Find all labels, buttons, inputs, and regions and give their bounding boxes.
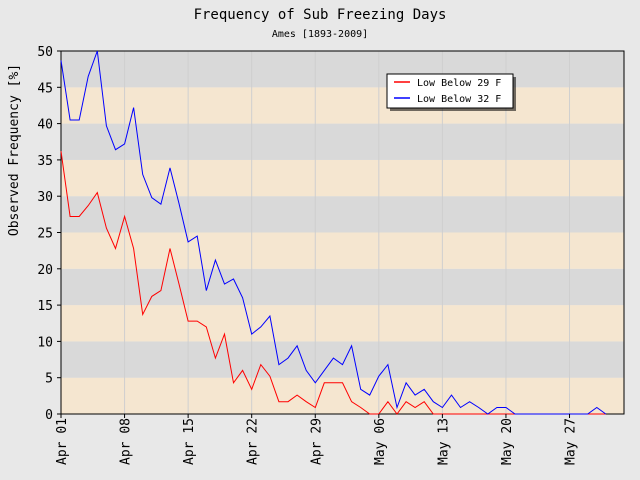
- x-tick-label: May 27: [564, 418, 579, 465]
- x-tick-label: Apr 29: [309, 418, 324, 465]
- plot-background-bands: [61, 51, 624, 414]
- y-tick-label: 20: [37, 263, 53, 278]
- x-tick-label: Apr 15: [182, 418, 197, 465]
- plot-band: [61, 123, 624, 160]
- legend-box: [386, 73, 514, 109]
- x-tick-label: May 20: [500, 418, 515, 465]
- y-tick-label: 25: [37, 227, 53, 242]
- chart-subtitle: Ames [1893-2009]: [272, 29, 368, 40]
- series-lines: [60, 50, 607, 415]
- plot-band: [61, 51, 624, 88]
- y-tick-label: 10: [37, 335, 53, 350]
- y-tick-label: 30: [37, 190, 53, 205]
- series-line-2: [60, 50, 607, 415]
- legend-label-series-2: Low Below 32 F: [417, 94, 501, 105]
- x-tick-label: May 06: [373, 418, 388, 465]
- y-tick-label: 40: [37, 118, 53, 133]
- plot-band: [61, 232, 624, 269]
- plot-band: [61, 305, 624, 342]
- legend: Low Below 29 F Low Below 32 F: [386, 73, 516, 111]
- y-tick-label: 50: [37, 45, 53, 60]
- x-axis: Apr 01 Apr 08 Apr 15 Apr 22 Apr 29 May 06 May …: [55, 414, 579, 465]
- y-axis: 0 5 10 15 20 25 30 35 40 45 50: [37, 45, 61, 423]
- y-tick-label: 45: [37, 81, 53, 96]
- legend-label-series-1: Low Below 29 F: [417, 78, 501, 89]
- plot-band: [61, 87, 624, 124]
- y-tick-label: 0: [45, 408, 53, 423]
- y-tick-label: 15: [37, 299, 53, 314]
- plot-band: [61, 159, 624, 197]
- chart-title: Frequency of Sub Freezing Days: [194, 7, 447, 23]
- x-tick-label: May 13: [436, 418, 451, 465]
- x-tick-label: Apr 08: [119, 418, 134, 465]
- x-tick-label: Apr 01: [55, 418, 70, 465]
- y-tick-label: 35: [37, 154, 53, 169]
- plot-band: [61, 268, 624, 306]
- y-tick-label: 5: [45, 372, 53, 387]
- grid-lines: [60, 51, 571, 414]
- y-axis-label: Observed Frequency [%]: [7, 64, 22, 236]
- x-tick-label: Apr 22: [246, 418, 261, 465]
- plot-band: [61, 341, 624, 378]
- plot-band: [61, 196, 624, 233]
